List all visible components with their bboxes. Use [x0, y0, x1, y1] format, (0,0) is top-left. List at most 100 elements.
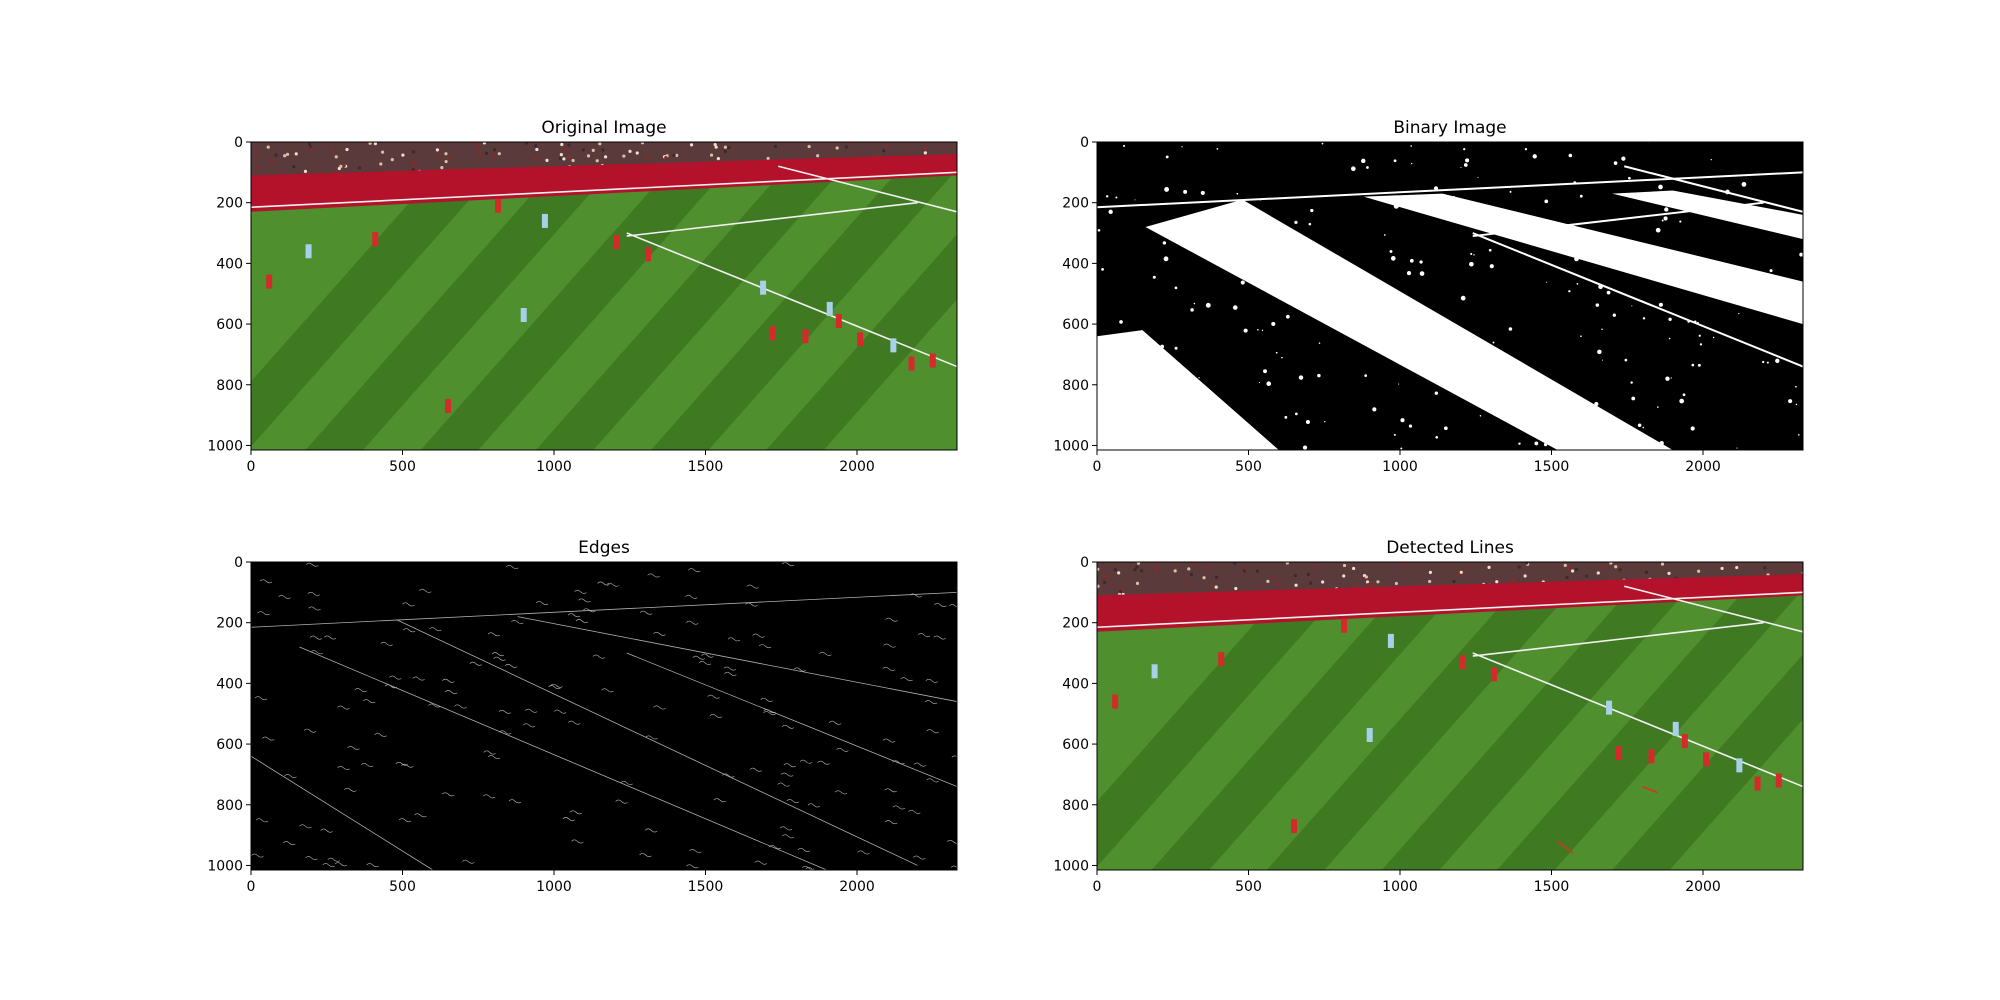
binary-speck: [1574, 256, 1579, 262]
edge-contour: [592, 654, 606, 659]
crowd-dot: [1205, 566, 1209, 570]
binary-speck: [1659, 440, 1664, 446]
edge-contour: [933, 635, 946, 640]
binary-speck: [1585, 434, 1588, 437]
crowd-dot: [882, 149, 886, 153]
pitch-line: [1472, 201, 1764, 238]
binary-speck: [1146, 447, 1151, 450]
crowd-dot: [1352, 566, 1356, 571]
edge-contour: [508, 799, 522, 804]
edge-contour: [445, 690, 458, 694]
binary-speck: [1340, 283, 1345, 288]
binary-speck: [1383, 234, 1386, 236]
x-tick-label: 1500: [688, 879, 724, 895]
binary-speck: [1465, 158, 1470, 163]
binary-speck: [1269, 251, 1272, 254]
edge-contour: [793, 667, 807, 672]
crowd-dot: [1155, 562, 1160, 565]
edge-contour: [414, 813, 427, 818]
edge-contour: [828, 720, 842, 725]
crowd-dot: [1364, 575, 1369, 579]
edge-contour: [562, 817, 575, 821]
x-tick-label: 1000: [536, 459, 572, 475]
crowd-dot: [1428, 570, 1432, 574]
binary-speck: [1762, 360, 1765, 364]
binary-region: [1145, 199, 1673, 450]
binary-speck: [1410, 162, 1413, 165]
binary-speck: [1198, 377, 1200, 379]
crowd-dot: [1202, 576, 1206, 580]
edge-contour: [956, 586, 957, 589]
binary-speck: [1642, 317, 1646, 320]
edge-contour: [583, 608, 596, 613]
player: [835, 314, 842, 329]
player: [1775, 773, 1782, 788]
edge-contour: [511, 620, 524, 624]
binary-speck: [1408, 424, 1413, 428]
crowd-dot: [727, 146, 731, 150]
binary-speck: [1259, 283, 1263, 287]
edge-contour: [305, 856, 318, 861]
subplot-title: Original Image: [541, 118, 666, 138]
edge-contour: [685, 620, 699, 625]
edge-contour: [491, 652, 505, 657]
binary-speck: [1631, 396, 1636, 401]
crowd-dot: [1367, 582, 1371, 586]
edge-contour: [686, 864, 699, 869]
crowd-dot: [1276, 583, 1280, 587]
binary-speck: [1261, 329, 1264, 332]
crowd-dot: [1255, 569, 1259, 573]
binary-speck: [1453, 195, 1455, 198]
crowd-dot: [1353, 584, 1357, 588]
edge-contour: [575, 619, 589, 623]
crowd-dot: [379, 162, 383, 166]
crowd-dot: [1596, 571, 1600, 575]
crowd-dot: [380, 150, 385, 154]
binary-speck: [1140, 362, 1143, 365]
binary-speck: [1174, 286, 1178, 290]
y-tick-label: 600: [216, 737, 243, 753]
crowd-dot: [1720, 566, 1724, 571]
x-tick-label: 2000: [839, 459, 875, 475]
player: [1340, 618, 1347, 633]
binary-speck: [1798, 230, 1800, 232]
x-axis: 0 500 1000 1500 2000: [1093, 870, 1721, 895]
pitch-line: [626, 232, 957, 368]
binary-speck: [1747, 280, 1751, 284]
binary-speck: [1162, 241, 1167, 245]
crowd-dot: [270, 160, 274, 164]
binary-speck: [1697, 363, 1701, 367]
binary-speck: [1409, 258, 1414, 263]
binary-speck: [1250, 442, 1254, 447]
binary-speck: [1194, 237, 1197, 240]
binary-speck: [1275, 351, 1278, 354]
binary-speck: [1712, 336, 1715, 339]
pitch-line: [778, 165, 957, 213]
y-tick-label: 400: [1062, 256, 1089, 272]
x-tick-label: 500: [389, 459, 416, 475]
x-tick-label: 1000: [536, 879, 572, 895]
subplot-title: Edges: [578, 538, 630, 558]
binary-speck: [1798, 434, 1800, 436]
edge-contour: [783, 763, 796, 768]
crowd-dot: [1315, 563, 1320, 568]
crowd-dot: [413, 165, 417, 169]
binary-speck: [1317, 373, 1321, 378]
edge-contour: [362, 699, 376, 704]
edge-contour: [900, 677, 913, 682]
binary-speck: [1595, 303, 1600, 307]
binary-speck: [1690, 426, 1695, 431]
binary-speck: [1579, 194, 1583, 198]
crowd-dot: [1233, 562, 1237, 565]
binary-speck: [1293, 241, 1295, 243]
edge-contour: [949, 604, 957, 608]
crowd-dot: [1376, 580, 1380, 584]
edge-line: [251, 591, 957, 628]
binary-speck: [1508, 327, 1513, 331]
binary-speck: [1679, 398, 1685, 404]
binary-speck: [1473, 254, 1475, 256]
y-tick-label: 0: [1080, 135, 1089, 151]
edge-contour: [754, 860, 768, 865]
binary-speck: [1766, 361, 1769, 364]
crowd-dot: [339, 164, 343, 168]
